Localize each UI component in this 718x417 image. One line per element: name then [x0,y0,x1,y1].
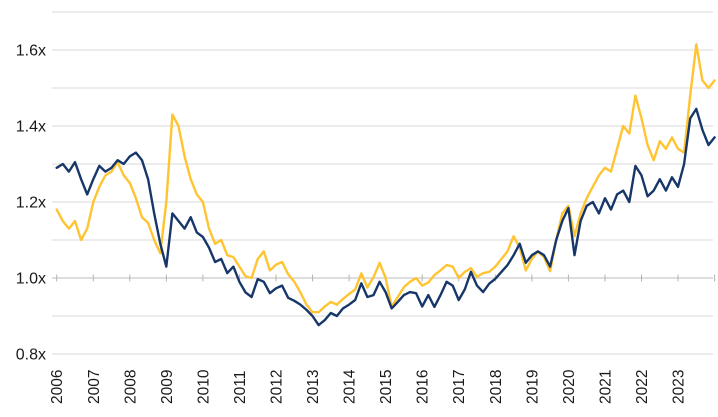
x-axis-label: 2023 [671,370,688,404]
y-axis-label: 1.4x [16,119,46,136]
y-axis-labels: 0.8x 1.0x 1.2x 1.4x 1.6x [16,43,46,364]
x-axis-label: 2011 [232,371,249,404]
gridlines [52,11,713,355]
y-axis-label: 1.2x [16,195,46,212]
x-axis-label: 2006 [49,370,66,404]
x-axis-label: 2019 [524,370,541,404]
x-axis-label: 2014 [342,369,359,404]
x-axis-label: 2013 [305,370,322,404]
x-axis-label: 2018 [488,370,505,404]
x-axis-label: 2008 [122,370,139,404]
x-axis-label: 2015 [378,370,395,404]
x-axis-labels: 2006 2007 2008 2009 2010 2011 2012 2013 2014 2015… [49,369,687,404]
x-axis-label: 2009 [159,370,176,404]
navy-line [55,107,716,327]
x-axis-label: 2020 [561,369,578,404]
x-axis-label: 2010 [195,369,212,404]
gold-line [55,43,716,314]
x-axis-label: 2017 [451,370,468,404]
x-axis-label: 2022 [634,370,651,404]
y-axis-label: 1.6x [16,43,46,60]
x-axis-label: 2007 [86,370,103,404]
x-axis-label: 2012 [269,370,286,404]
y-axis-label: 0.8x [16,347,46,364]
x-axis-label: 2021 [598,370,615,404]
y-axis-label: 1.0x [16,271,46,288]
x-axis-label: 2016 [415,370,432,404]
